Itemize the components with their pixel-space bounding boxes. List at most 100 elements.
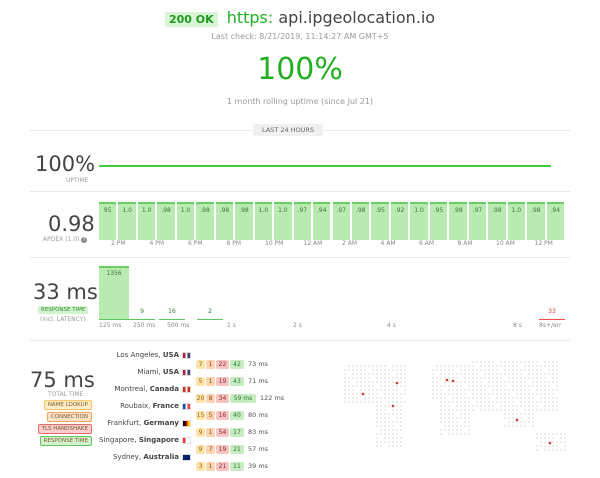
location-row[interactable]: Los Angeles, USA 7 1 22 42 73 ms: [100, 350, 335, 369]
apdex-x-tick: 8 AM: [457, 240, 473, 247]
timing-segment: 17: [230, 428, 244, 437]
apdex-bar[interactable]: .95: [429, 202, 448, 240]
location-total-time: 122 ms: [260, 394, 285, 402]
singapore-flag-icon: [182, 437, 191, 444]
australia-flag-icon: [182, 454, 191, 461]
apdex-bar[interactable]: .98: [449, 202, 467, 240]
apdex-bar[interactable]: .95: [371, 202, 389, 240]
location-row[interactable]: Montreal, Canada 20 8 34 59 ms 122 ms: [100, 384, 335, 403]
apdex-bar[interactable]: .98: [196, 202, 214, 240]
histogram-baseline: [129, 319, 155, 320]
timing-segment: 9: [196, 445, 205, 454]
histogram-x-tick: 500 ms: [167, 322, 190, 329]
apdex-bar[interactable]: .98: [235, 202, 253, 240]
location-row[interactable]: Sydney, Australia 3 1 21 11 39 ms: [100, 452, 335, 471]
location-row[interactable]: Miami, USA 5 1 19 43 71 ms: [100, 367, 335, 386]
histogram-bar[interactable]: [99, 266, 129, 319]
apdex-bar[interactable]: 1.0: [254, 202, 273, 240]
histogram-x-tick: 250 ms: [133, 322, 156, 329]
apdex-bar[interactable]: .98: [215, 202, 234, 240]
apdex-bar[interactable]: .98: [351, 202, 370, 240]
location-total-time: 80 ms: [248, 411, 269, 419]
timing-segments: 5 1 19 43 71 ms: [196, 368, 268, 387]
status-badge: 200 OK: [164, 12, 218, 27]
apdex-bar[interactable]: .97: [293, 202, 312, 240]
timing-segment: 19: [216, 377, 229, 386]
apdex-x-tick: 2 AM: [342, 240, 358, 247]
timing-segment: 5: [206, 411, 215, 420]
timing-segments: 9 7 19 21 57 ms: [196, 436, 268, 455]
location-row[interactable]: Singapore, Singapore 9 7 19 21 57 ms: [99, 435, 335, 454]
apdex-bar[interactable]: .94: [546, 202, 564, 240]
histogram-baseline: [197, 319, 223, 320]
world-map: [344, 361, 566, 451]
us-flag-icon: [182, 369, 191, 376]
histogram-x-tick: 2 s: [293, 322, 302, 329]
timing-segment: 15: [196, 411, 205, 420]
apdex-bar[interactable]: 1.0: [507, 202, 526, 240]
location-country: Singapore: [138, 436, 179, 444]
timing-segment: 40: [230, 411, 244, 420]
divider: [30, 257, 570, 258]
location-name: Roubaix, France: [120, 402, 179, 410]
apdex-bar[interactable]: .98: [488, 202, 506, 240]
question-circle-icon[interactable]: ?: [81, 237, 88, 243]
timing-segment: 1: [206, 360, 215, 369]
timing-segment: 20: [196, 394, 205, 403]
france-flag-icon: [182, 403, 191, 410]
timing-segments: 3 1 21 11 39 ms: [196, 453, 268, 472]
apdex-bar[interactable]: .94: [313, 202, 331, 240]
location-total-time: 57 ms: [248, 445, 269, 453]
histogram-count: 33: [548, 308, 556, 315]
apdex-bar[interactable]: 95: [99, 202, 117, 240]
apdex-bar[interactable]: .92: [390, 202, 409, 240]
location-row[interactable]: Frankfurt, Germany 9 1 54 17 83 ms: [100, 418, 335, 437]
timing-segment: 5: [196, 377, 205, 386]
timing-segment: 7: [206, 445, 215, 454]
location-total-time: 83 ms: [248, 428, 269, 436]
location-name: Montreal, Canada: [114, 385, 179, 393]
apdex-x-tick: 2 PM: [111, 240, 126, 247]
apdex-bar[interactable]: .98: [527, 202, 545, 240]
histogram-x-tick: 8 s: [513, 322, 522, 329]
timing-segment: 1: [206, 428, 215, 437]
apdex-bar[interactable]: .98: [157, 202, 175, 240]
timing-segment: 1: [206, 377, 215, 386]
legend-item: TLS HANDSHAKE: [37, 424, 92, 434]
map-marker-montreal: [395, 381, 399, 385]
timing-segment: 42: [230, 360, 244, 369]
uptime-label: UPTIME: [66, 177, 89, 184]
timing-segment: 9: [196, 428, 205, 437]
tab-last-24-hours[interactable]: LAST 24 HOURS: [253, 124, 323, 136]
url-host[interactable]: api.ipgeolocation.io: [278, 8, 436, 27]
timing-segments: 15 5 16 40 80 ms: [196, 402, 268, 421]
apdex-bar[interactable]: 1.0: [118, 202, 136, 240]
histogram-x-tick: 1 s: [227, 322, 236, 329]
apdex-x-tick: 4 AM: [380, 240, 396, 247]
location-country: Canada: [149, 385, 179, 393]
apdex-value: 0.98: [48, 212, 95, 236]
histogram-x-tick: 8s+/err: [539, 322, 562, 329]
location-row[interactable]: Roubaix, France 15 5 16 40 80 ms: [100, 401, 335, 420]
timing-segment: 22: [216, 360, 229, 369]
location-name: Frankfurt, Germany: [107, 419, 179, 427]
timing-segment: 7: [196, 360, 205, 369]
response-histogram-x-axis: 125 ms 250 ms 500 ms 1 s 2 s 4 s 8 s 8s+/err: [99, 322, 564, 332]
apdex-bar[interactable]: .97: [332, 202, 350, 240]
apdex-bar[interactable]: .97: [468, 202, 487, 240]
location-city: Singapore,: [99, 436, 139, 444]
apdex-bar[interactable]: 1.0: [410, 202, 428, 240]
apdex-bar[interactable]: 1.0: [137, 202, 156, 240]
location-city: Roubaix,: [120, 402, 153, 410]
apdex-bar[interactable]: 1.0: [176, 202, 195, 240]
apdex-bar[interactable]: 1.0: [274, 202, 292, 240]
uptime-line: [99, 165, 551, 167]
timing-segments: 7 1 22 42 73 ms: [196, 351, 268, 370]
germany-flag-icon: [182, 420, 191, 427]
status-header: 200 OK https: api.ipgeolocation.io: [0, 8, 600, 27]
location-country: France: [152, 402, 179, 410]
location-total-time: 39 ms: [248, 462, 269, 470]
apdex-x-tick: 6 AM: [419, 240, 435, 247]
timing-segment: 54: [216, 428, 229, 437]
map-marker-frankfurt: [451, 379, 455, 383]
